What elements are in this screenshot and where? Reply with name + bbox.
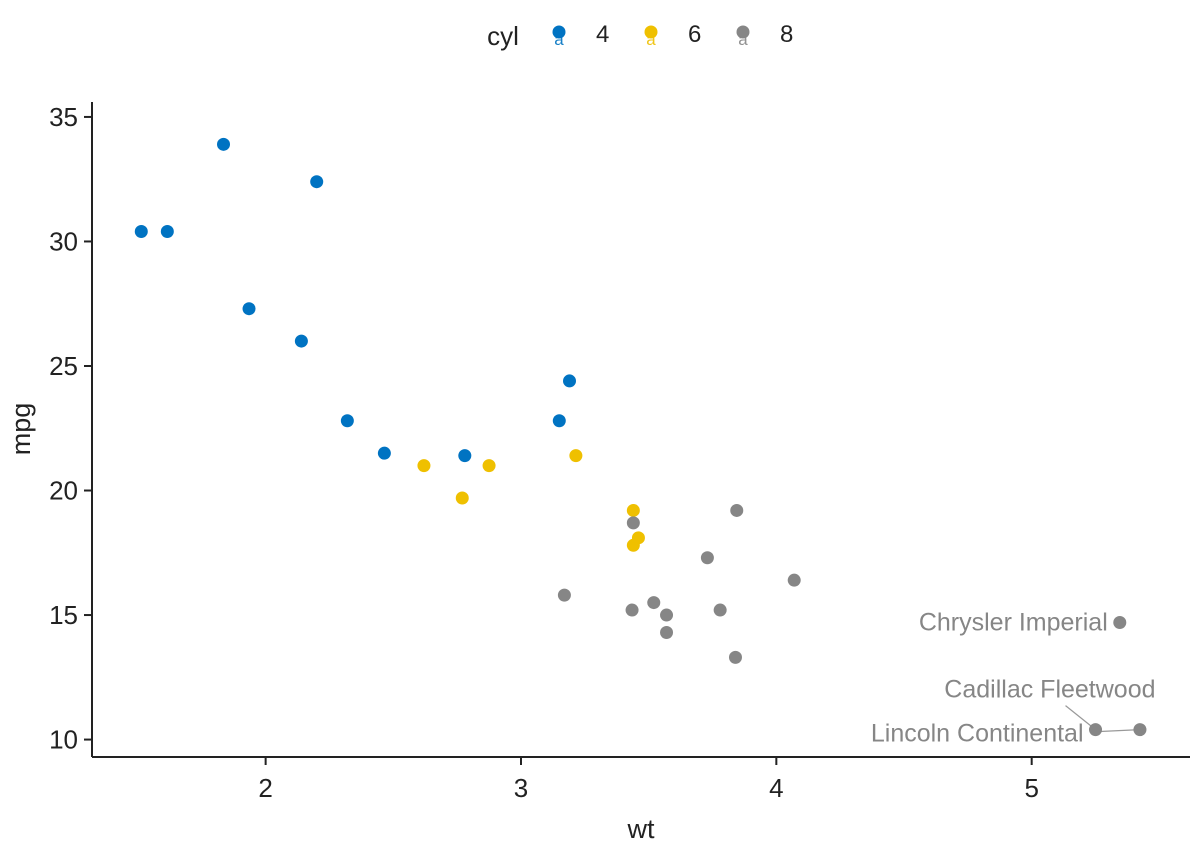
x-tick-label: 3 [514, 773, 528, 803]
legend-key-point [644, 25, 658, 39]
legend-key-point [736, 25, 750, 39]
data-point-cyl-8 [700, 551, 714, 565]
legend-label: 6 [688, 21, 701, 48]
y-tick-label: 10 [49, 725, 78, 755]
data-point-cyl-8 [1113, 616, 1127, 630]
annotation-label: Lincoln Continental [871, 720, 1084, 748]
data-point-cyl-6 [631, 531, 645, 545]
data-point-cyl-4 [377, 446, 391, 460]
data-point-cyl-4 [458, 449, 472, 463]
data-point-cyl-4 [242, 302, 256, 316]
x-ticks: 2 3 4 5 [258, 757, 1039, 803]
data-point-cyl-4 [217, 137, 231, 151]
data-point-cyl-8 [660, 608, 674, 622]
data-point-cyl-8 [647, 596, 661, 610]
data-point-cyl-4 [310, 175, 324, 189]
data-point-cyl-6 [482, 459, 496, 473]
data-point-cyl-6 [417, 459, 431, 473]
data-point-cyl-8 [730, 503, 744, 517]
legend: cyl a 4 a 6 a 8 [487, 21, 793, 51]
data-point-cyl-8 [557, 588, 571, 602]
y-tick-label: 15 [49, 600, 78, 630]
data-point-cyl-6 [455, 491, 469, 505]
data-points [134, 137, 1147, 737]
data-point-cyl-8 [1089, 723, 1103, 737]
data-point-cyl-4 [563, 374, 577, 388]
data-point-cyl-4 [160, 225, 174, 239]
annotation-label: Chrysler Imperial [919, 609, 1108, 637]
data-point-cyl-6 [569, 449, 583, 463]
y-tick-label: 25 [49, 351, 78, 381]
legend-key-glyph: a [646, 30, 656, 49]
legend-key-glyph: a [738, 30, 748, 49]
annotations: Chrysler Imperial Cadillac Fleetwood Linco… [871, 609, 1156, 748]
legend-key-point [552, 25, 566, 39]
legend-entries: a 4 a 6 a 8 [552, 21, 793, 49]
data-point-cyl-4 [340, 414, 354, 428]
legend-label: 4 [596, 21, 609, 48]
data-point-cyl-8 [713, 603, 727, 617]
data-point-cyl-8 [1133, 723, 1147, 737]
x-tick-label: 4 [769, 773, 783, 803]
x-tick-label: 5 [1024, 773, 1038, 803]
plot-area: 2 3 4 5 10 15 20 25 30 35 Chrysler Imperial Cadil… [49, 102, 1190, 803]
x-axis-label: wt [627, 814, 655, 844]
y-tick-label: 35 [49, 102, 78, 132]
annotation-leader-line [1097, 729, 1140, 733]
data-point-cyl-8 [625, 603, 639, 617]
data-point-cyl-4 [294, 334, 308, 348]
legend-label: 8 [780, 21, 793, 48]
data-point-cyl-6 [626, 503, 640, 517]
legend-key-glyph: a [554, 30, 564, 49]
annotation-label: Cadillac Fleetwood [944, 676, 1155, 704]
data-point-cyl-4 [552, 414, 566, 428]
y-tick-label: 20 [49, 476, 78, 506]
y-ticks: 10 15 20 25 30 35 [49, 102, 92, 755]
x-tick-label: 2 [258, 773, 272, 803]
data-point-cyl-8 [660, 625, 674, 639]
legend-title: cyl [487, 21, 519, 51]
data-point-cyl-4 [134, 225, 148, 239]
y-axis-label: mpg [6, 403, 36, 456]
data-point-cyl-8 [787, 573, 801, 587]
y-tick-label: 30 [49, 226, 78, 256]
data-point-cyl-8 [728, 650, 742, 664]
data-point-cyl-8 [626, 516, 640, 530]
